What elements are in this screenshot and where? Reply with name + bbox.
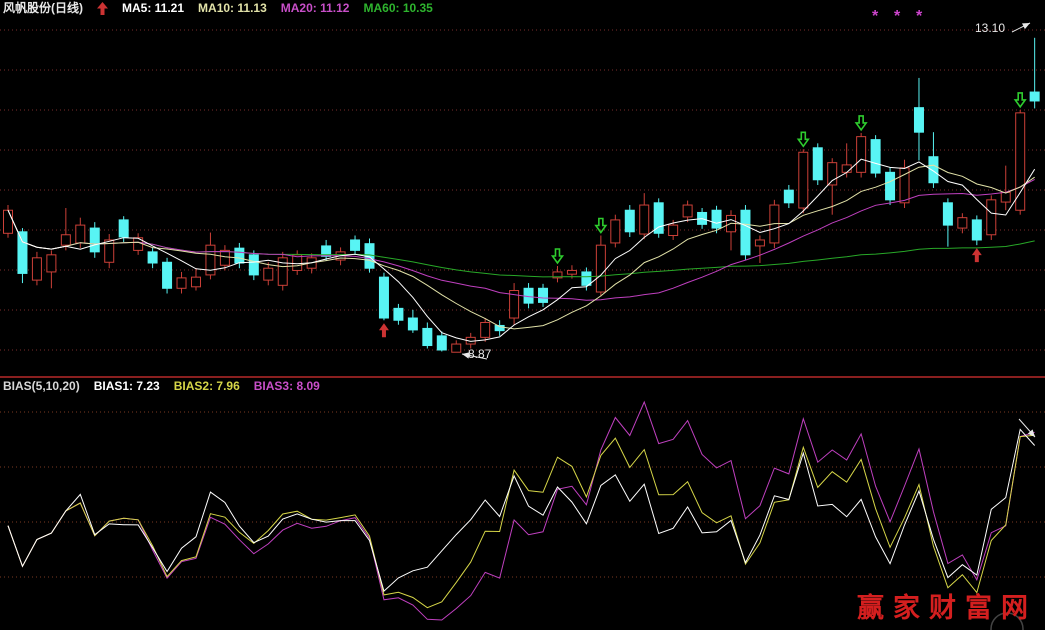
bias2-value: BIAS2: 7.96 <box>173 379 240 393</box>
high-price-label: 13.10 <box>975 21 1006 35</box>
low-price-label: 8.87 <box>468 347 492 361</box>
watermark: 赢家财富网 <box>857 593 1037 623</box>
bias-header: BIAS(5,10,20) BIAS1: 7.23 BIAS2: 7.96 BI… <box>3 379 320 393</box>
up-arrow-icon <box>97 2 108 18</box>
ma10-value: MA10: 11.13 <box>198 1 267 15</box>
ma20-value: MA20: 11.12 <box>280 1 350 15</box>
ma5-value: MA5: 11.21 <box>122 1 185 15</box>
bias1-value: BIAS1: 7.23 <box>93 379 160 393</box>
star-marker: * <box>894 8 901 25</box>
star-marker: * <box>916 8 923 25</box>
star-marker: * <box>872 8 879 25</box>
ma60-value: MA60: 10.35 <box>363 1 433 15</box>
stock-title: 风帆股份(日线) <box>3 1 83 15</box>
bias-indicator-name: BIAS(5,10,20) <box>3 379 80 393</box>
kline-header: 风帆股份(日线) MA5: 11.21 MA10: 11.13 MA20: 11… <box>3 1 433 18</box>
bias3-value: BIAS3: 8.09 <box>253 379 320 393</box>
